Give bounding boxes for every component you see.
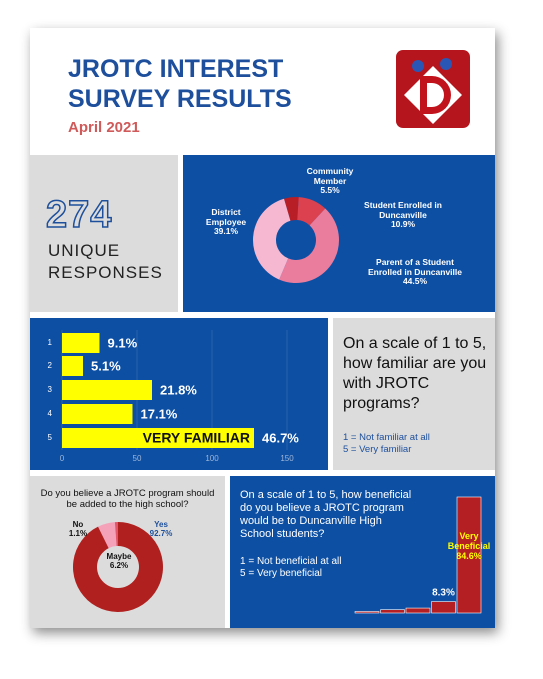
note: 5 = Very familiar — [343, 444, 412, 455]
slice-category: Parent of a Student Enrolled in Duncanvi… — [368, 257, 462, 277]
response-count: 274 — [45, 193, 113, 237]
slice-value: 10.9% — [390, 219, 416, 229]
slice-value: 6.2% — [109, 561, 129, 570]
slice-value: 92.7% — [149, 529, 173, 538]
note: 5 = Very beneficial — [240, 568, 322, 579]
slice-value: 44.5% — [402, 276, 428, 286]
x-tick-label: 50 — [133, 454, 142, 463]
x-tick-label: 0 — [60, 454, 65, 463]
slice-value: 39.1% — [213, 226, 239, 236]
x-tick-label: 150 — [280, 454, 294, 463]
note: 1 = Not beneficial at all — [240, 556, 342, 567]
bar — [431, 601, 456, 614]
slice-label: Community Member 5.5% — [300, 166, 360, 196]
slice-category: Student Enrolled in Duncanville — [364, 200, 442, 220]
slice-label: Parent of a Student Enrolled in Duncanvi… — [360, 257, 470, 287]
data-label: 5.1% — [91, 358, 121, 373]
slice-value: 1.1% — [68, 529, 88, 538]
bar — [456, 496, 482, 614]
slice-category: No — [72, 520, 84, 529]
x-tick-label: 100 — [205, 454, 219, 463]
donut-slice — [284, 197, 299, 221]
y-tick-label: 2 — [48, 361, 53, 370]
bar — [354, 611, 380, 614]
data-label: 9.1% — [108, 335, 138, 350]
title: JROTC INTEREST SURVEY RESULTS — [68, 55, 292, 113]
data-label: 46.7% — [262, 430, 299, 445]
slice-category: Community Member — [306, 166, 354, 186]
y-tick-label: 5 — [48, 433, 53, 442]
annotation: VERY FAMILIAR — [143, 430, 250, 446]
slice-label: Maybe 6.2% — [101, 552, 137, 570]
notes: 1 = Not beneficial at all 5 = Very benef… — [240, 556, 341, 580]
bar — [62, 356, 83, 376]
subtitle: April 2021 — [68, 119, 140, 136]
notes: 1 = Not familiar at all 5 = Very familia… — [343, 432, 430, 456]
annotation: Very Beneficial — [447, 531, 491, 551]
slice-label: District Employee 39.1% — [196, 207, 256, 237]
bar — [62, 404, 133, 424]
bar — [62, 428, 254, 448]
donut-slice — [279, 208, 340, 284]
slice-value: 5.5% — [320, 185, 340, 195]
data-label: 17.1% — [141, 406, 178, 421]
slice-label: Student Enrolled in Duncanville 10.9% — [358, 200, 448, 230]
bar — [62, 333, 100, 353]
donut-slice — [297, 197, 326, 226]
bar — [62, 380, 152, 400]
data-label: 84.6% — [456, 551, 482, 561]
question: On a scale of 1 to 5, how familiar are y… — [343, 335, 487, 412]
logo — [396, 50, 470, 128]
panel — [30, 155, 178, 312]
y-tick-label: 4 — [48, 409, 53, 418]
data-label: 8.3% — [432, 587, 455, 598]
bar-annotation: Very Beneficial 84.6% — [441, 531, 497, 561]
slice-label: No 1.1% — [63, 520, 93, 538]
slice-category: Maybe — [106, 552, 132, 561]
y-tick-label: 3 — [48, 385, 53, 394]
response-label: UNIQUE RESPONSES — [48, 241, 163, 282]
donut-slice — [114, 522, 118, 547]
slice-label: Yes 92.7% — [143, 520, 179, 538]
donut-slice — [72, 522, 163, 612]
data-label: 21.8% — [160, 382, 197, 397]
donut-slice — [252, 198, 291, 280]
bar — [405, 607, 431, 614]
bar — [380, 609, 405, 614]
y-tick-label: 1 — [48, 338, 53, 347]
note: 1 = Not familiar at all — [343, 432, 430, 443]
question: On a scale of 1 to 5, how beneficial do … — [240, 489, 412, 540]
question: Do you believe a JROTC program should be… — [40, 488, 215, 510]
panel — [183, 155, 495, 312]
slice-category: District Employee — [205, 207, 247, 227]
panel — [333, 318, 495, 470]
donut-slice — [98, 522, 117, 549]
slice-category: Yes — [154, 520, 168, 529]
